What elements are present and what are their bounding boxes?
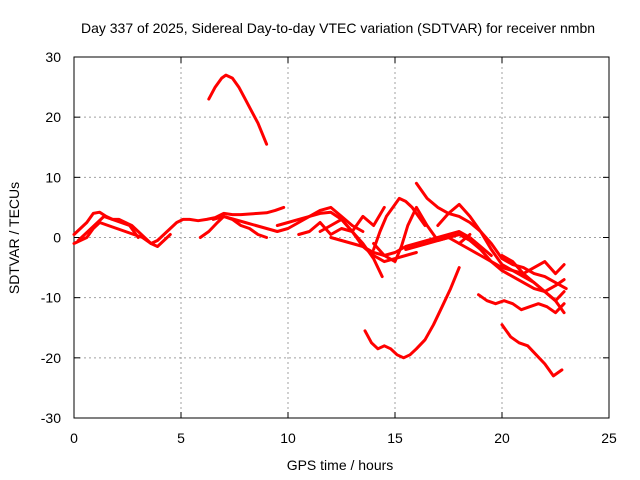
series-arc-3 xyxy=(76,214,140,242)
series-arc-10 xyxy=(329,230,493,257)
series-group xyxy=(72,73,568,378)
series-arc-2 xyxy=(72,221,172,248)
y-tick-label: 10 xyxy=(45,169,61,185)
series-arc-17 xyxy=(500,254,566,303)
y-tick-label: 20 xyxy=(45,109,61,125)
series-arc-12 xyxy=(372,205,472,264)
series-arc-16 xyxy=(457,242,566,276)
x-tick-label: 10 xyxy=(280,430,296,446)
series-arc-6 xyxy=(211,205,365,233)
series-arc-4 xyxy=(207,73,269,146)
y-tick-label: -20 xyxy=(41,350,61,366)
series-arc-18 xyxy=(363,266,461,360)
y-tick-label: 0 xyxy=(53,230,61,246)
series-arc-8 xyxy=(297,205,386,236)
axis-ticks: 0 5 10 15 20 25 -30 -20 -10 0 10 20 30 xyxy=(41,49,617,446)
x-tick-label: 20 xyxy=(494,430,510,446)
grid xyxy=(74,57,609,418)
series-arc-20 xyxy=(500,323,564,378)
x-tick-label: 15 xyxy=(387,430,403,446)
y-axis-label: SDTVAR / TECUs xyxy=(6,182,22,294)
x-tick-label: 25 xyxy=(601,430,617,446)
x-tick-label: 5 xyxy=(177,430,185,446)
y-tick-label: -30 xyxy=(41,410,61,426)
x-tick-label: 0 xyxy=(70,430,78,446)
series-arc-19 xyxy=(477,293,566,315)
chart-title: Day 337 of 2025, Sidereal Day-to-day VTE… xyxy=(81,20,595,36)
series-arc-11 xyxy=(372,196,427,251)
series-arc-13 xyxy=(414,181,568,291)
y-tick-label: -10 xyxy=(41,290,61,306)
y-tick-label: 30 xyxy=(45,49,61,65)
x-axis-label: GPS time / hours xyxy=(287,457,394,473)
series-arc-14 xyxy=(404,233,566,294)
